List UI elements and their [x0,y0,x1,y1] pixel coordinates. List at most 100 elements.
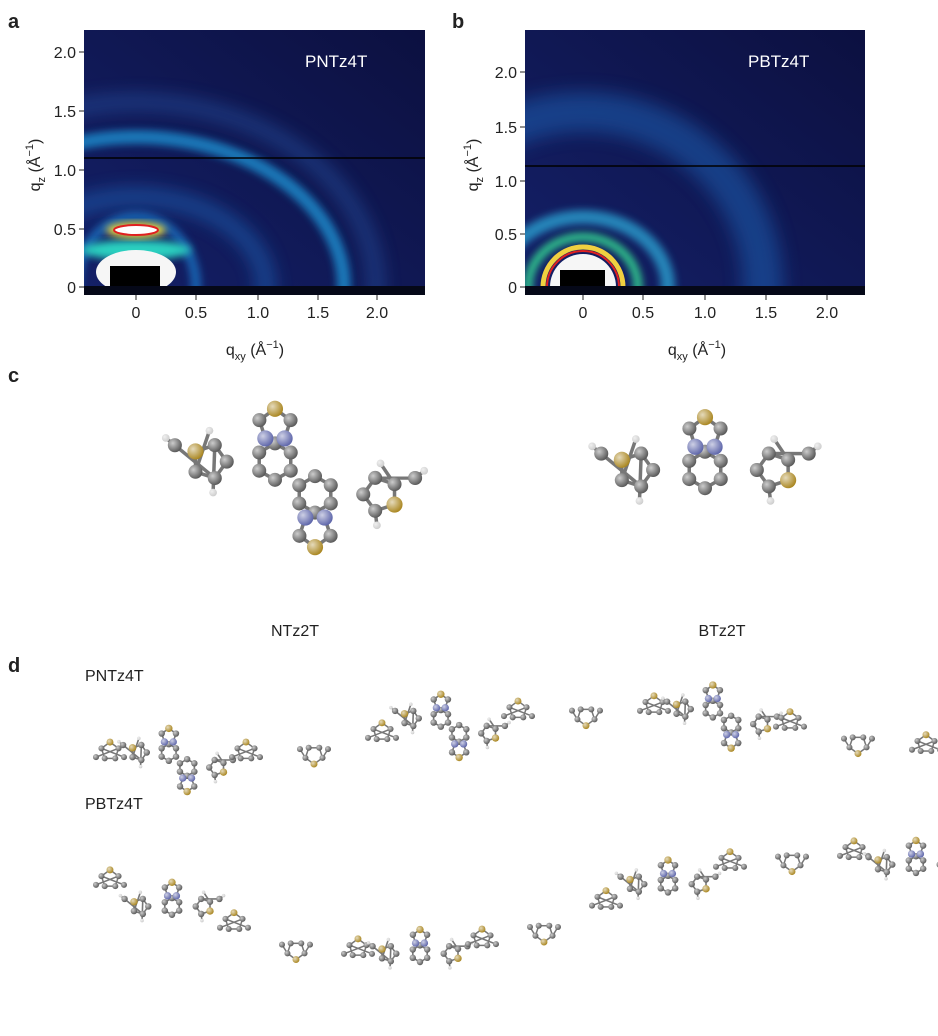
atom-shine [802,447,816,461]
atom-shine [368,471,382,485]
atom-shine [311,761,318,768]
atom-shine [179,774,186,781]
atom-shine [165,725,172,732]
atom-shine [794,852,800,858]
atom-shine [193,903,199,909]
atom-shine [703,687,709,693]
atom-shine [449,726,455,732]
atom-shine [507,721,511,725]
atom-shine [140,911,146,917]
atom-shine [284,413,298,427]
atom-shine [173,892,180,899]
atom-shine [164,892,171,899]
atom-shine [424,932,430,938]
atom-shine [928,748,934,754]
x-tick-label: 2.0 [816,305,838,322]
atom-shine [759,708,763,712]
atom-shine [252,464,266,478]
atom-shine [288,940,294,946]
y-tick-label: 1.5 [54,104,76,121]
atom-shine [393,950,399,956]
atom-shine [615,872,619,876]
atom-shine [279,942,285,948]
atom-shine [479,926,486,933]
atom-shine [187,443,203,459]
atom-shine [431,696,437,702]
atom-shine [697,409,713,425]
atom-shine [410,946,416,952]
atom-shine [634,479,648,493]
atom-shine [460,740,467,747]
atom-shine [430,719,436,725]
figure: a PNTz4T 2.01.51.00.5000.51.01.52.0qxy (… [0,0,938,1031]
atom-shine [112,755,118,761]
atom-shine [635,868,639,872]
bond [886,857,887,879]
atom-shine [211,757,217,763]
scattering-image [0,30,425,472]
atom-shine [217,925,223,931]
atom-shine [325,746,331,752]
polymer-name: PNTz4T [85,668,144,685]
x-tick-label: 0 [579,305,588,322]
atom-shine [636,497,644,505]
atom-shine [483,738,489,744]
atom-shine [161,738,168,745]
atom-shine [236,926,242,932]
atom-shine [796,715,802,721]
atom-shine [401,710,408,717]
atom-shine [257,430,273,446]
atom-shine [917,850,924,857]
axis-subscript: xy [235,351,247,363]
atom-shine [846,744,852,750]
atom-shine [191,783,197,789]
atom-shine [658,885,664,891]
atom-shine [374,736,380,742]
atom-shine [257,754,263,760]
atom-shine [722,865,728,871]
atom-shine [121,896,127,902]
atom-shine [646,463,660,477]
atom-shine [416,926,423,933]
atom-shine [388,477,402,491]
y-tick-label: 2.0 [495,65,517,82]
atom-shine [906,857,912,863]
bond [141,745,142,767]
atom-shine [231,909,238,916]
atom-shine [612,894,618,900]
atom-shine [721,740,727,746]
atom-shine [392,708,398,714]
y-tick-label: 2.0 [54,45,76,62]
atom-shine [401,720,407,726]
atom-shine [130,898,137,905]
atom-shine [914,738,920,744]
atom-shine [636,873,642,879]
image-title: PBTz4T [748,52,809,71]
atom-shine [758,736,762,740]
x-tick-label: 1.0 [247,305,269,322]
bond [639,454,641,501]
atom-shine [660,870,667,877]
axis-unit: ) [465,139,482,144]
atom-shine [658,877,664,883]
atom-shine [732,865,738,871]
atom-shine [386,496,402,512]
atom-shine [445,719,451,725]
atom-shine [883,849,887,853]
atom-shine [470,932,476,938]
axis-unit: (Å [246,340,267,359]
axis-superscript: −1 [708,339,721,351]
atom-shine [292,496,306,510]
atom-shine [297,509,313,525]
atom-shine [569,708,575,714]
atom-shine [594,894,600,900]
atom-shine [356,487,370,501]
atom-shine [728,713,734,719]
atom-shine [188,774,195,781]
atom-shine [908,850,915,857]
x-tick-label: 1.5 [307,305,329,322]
atom-shine [102,755,108,761]
atom-shine [884,869,890,875]
atom-shine [803,854,809,860]
atom-shine [145,903,151,909]
